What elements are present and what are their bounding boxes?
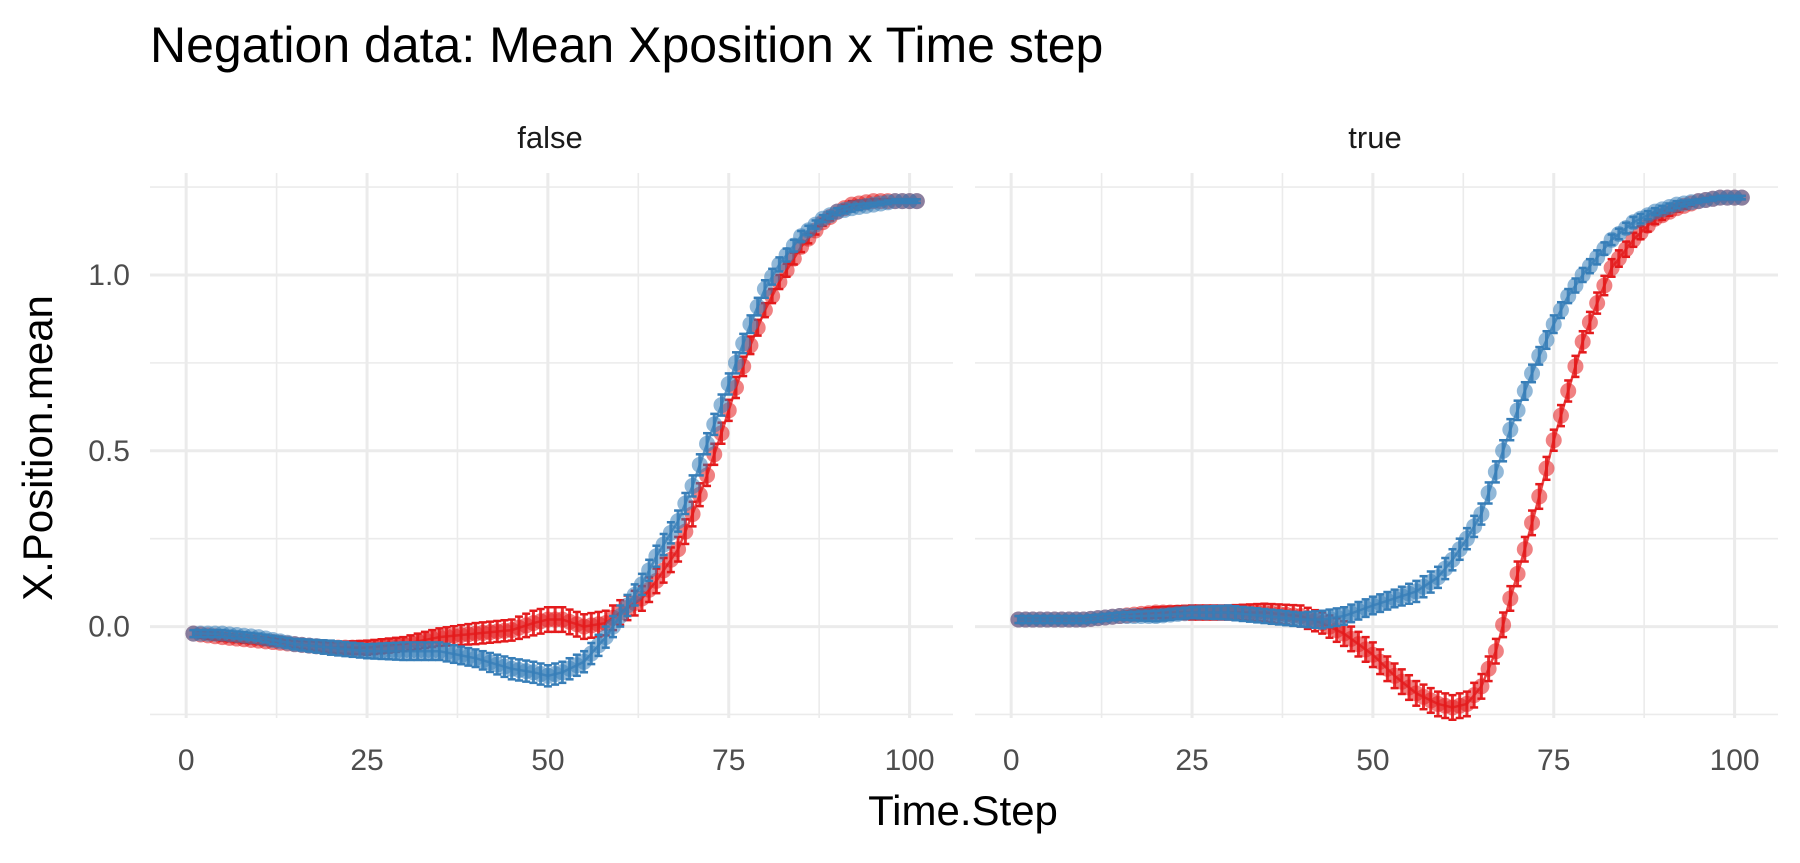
x-tick-label: 0 (178, 744, 195, 777)
x-tick-label: 25 (350, 744, 383, 777)
y-axis-title: X.Position.mean (14, 295, 61, 601)
x-tick-label: 0 (1003, 744, 1020, 777)
x-tick-label: 75 (1537, 744, 1570, 777)
panel-false: 0 25 50 75 100 0.0 0.5 1.0 (88, 173, 953, 777)
points-red (1010, 189, 1750, 716)
series-line-blue (1018, 196, 1742, 621)
y-tick-label: 1.0 (88, 259, 130, 292)
x-tick-label: 100 (1710, 744, 1760, 777)
strip-label-true: true (1348, 120, 1401, 155)
y-tick-label: 0.0 (88, 611, 130, 644)
x-tick-label: 100 (885, 744, 935, 777)
x-tick-label: 50 (1356, 744, 1389, 777)
x-tick-label: 50 (531, 744, 564, 777)
x-axis-title: Time.Step (868, 787, 1058, 834)
points-blue (1010, 189, 1750, 628)
y-tick-label: 0.5 (88, 435, 130, 468)
series-line-red (193, 199, 917, 649)
series-line-blue (193, 199, 917, 678)
error-bars-red (189, 198, 921, 656)
error-bars-blue (1014, 194, 1746, 630)
series-blue-true (1010, 189, 1750, 630)
x-tick-label: 25 (1175, 744, 1208, 777)
series-red-false (185, 193, 925, 656)
points-red (185, 193, 925, 656)
chart-title: Negation data: Mean Xposition x Time ste… (150, 17, 1103, 73)
x-tick-label: 75 (712, 744, 745, 777)
panel-true: 0 25 50 75 100 (975, 173, 1778, 777)
series-red-true (1010, 189, 1750, 722)
series-blue-false (185, 193, 925, 688)
strip-label-false: false (517, 120, 582, 155)
